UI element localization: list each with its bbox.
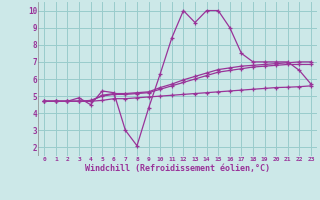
X-axis label: Windchill (Refroidissement éolien,°C): Windchill (Refroidissement éolien,°C) [85,164,270,173]
